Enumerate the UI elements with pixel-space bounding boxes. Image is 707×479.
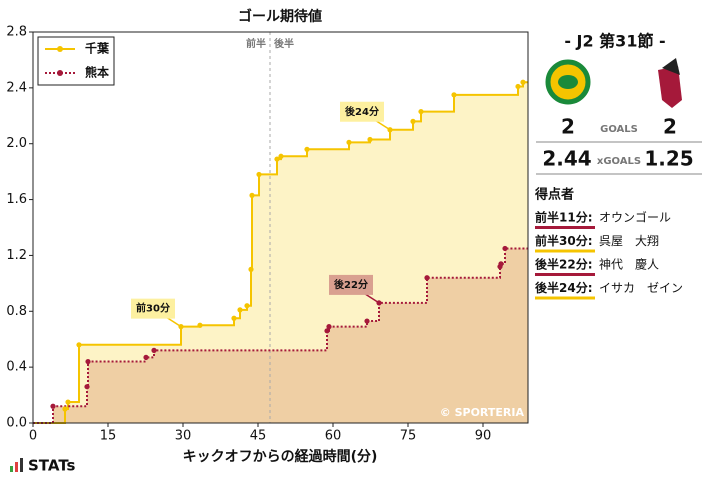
x-tick-label: 30 <box>175 429 192 444</box>
x-tick-label: 15 <box>100 429 117 444</box>
point <box>85 358 91 365</box>
point <box>50 403 56 409</box>
point <box>498 261 504 267</box>
chart-title: ゴール期待値 <box>238 8 322 25</box>
point <box>326 324 332 330</box>
x-tick-label: 90 <box>475 429 492 444</box>
scorer-time: 後半24分: <box>535 280 593 295</box>
area <box>33 248 528 423</box>
x-tick-label: 75 <box>400 429 417 444</box>
annotation: 後22分 <box>334 278 368 291</box>
point <box>367 136 373 143</box>
scorer-name: イサカ ゼイン <box>599 281 683 295</box>
y-tick-label: 1.6 <box>6 192 27 207</box>
xg-label: xGOALS <box>597 156 641 167</box>
scorer-underline <box>535 249 595 253</box>
legend-label: 熊本 <box>85 65 109 80</box>
point <box>151 347 157 353</box>
point <box>197 322 203 328</box>
point <box>256 171 262 178</box>
y-tick-label: 0.0 <box>6 416 27 431</box>
away-logo <box>658 58 682 108</box>
annotation: 後24分 <box>345 105 379 118</box>
point <box>237 307 243 313</box>
y-tick-label: 2.4 <box>6 80 27 95</box>
legend-label: 千葉 <box>85 41 110 56</box>
brand-name: STATs <box>28 457 76 475</box>
x-tick-label: 0 <box>29 429 37 444</box>
scorer-time: 後半22分: <box>535 257 593 272</box>
point <box>274 156 280 162</box>
point <box>418 108 424 115</box>
point <box>364 318 370 324</box>
annotation-box <box>131 298 175 319</box>
scorer-name: オウンゴール <box>599 210 671 225</box>
home-xg: 2.44 <box>542 147 591 171</box>
home-logo <box>545 59 591 105</box>
half-label: 後半 <box>274 37 294 50</box>
y-tick-label: 2.0 <box>6 136 27 151</box>
point <box>143 354 149 360</box>
point <box>76 342 82 348</box>
x-tick-label: 60 <box>325 429 342 444</box>
legend-marker <box>57 70 63 76</box>
point <box>248 266 254 272</box>
right-panel: - J2 第31節 - 2 GOALS 2 2.44 xGOALS 1.25 得… <box>534 32 702 203</box>
scorer-time: 前半11分: <box>535 210 593 225</box>
point <box>324 328 330 334</box>
annotation-box <box>329 274 373 295</box>
brand: STATs <box>10 457 76 475</box>
point <box>424 275 430 281</box>
scorer-underline <box>535 273 595 276</box>
scorer-name: 呉屋 大翔 <box>599 234 659 248</box>
y-tick-label: 1.2 <box>6 248 27 263</box>
plot-frame <box>32 31 529 424</box>
y-tick-label: 0.4 <box>6 360 27 375</box>
point <box>278 153 284 159</box>
x-tick-label: 45 <box>250 429 267 444</box>
point <box>249 192 255 198</box>
point <box>515 83 521 90</box>
point <box>65 399 71 405</box>
step-line <box>33 81 528 424</box>
credit: © SPORTERIA <box>440 406 525 419</box>
point <box>451 92 457 98</box>
goals-label: GOALS <box>600 124 638 135</box>
scorers-title: 得点者 <box>534 187 574 203</box>
half-label: 前半 <box>246 37 266 50</box>
round: - J2 第31節 - <box>564 32 665 51</box>
point <box>410 118 416 124</box>
scorer-underline <box>535 226 595 229</box>
point <box>346 139 352 145</box>
point <box>84 384 90 390</box>
scorer-name: 神代 慶人 <box>599 258 659 272</box>
point <box>62 406 68 412</box>
away-xg: 1.25 <box>644 147 693 171</box>
annotation: 前30分 <box>136 302 170 315</box>
point <box>304 146 310 152</box>
y-tick-label: 2.8 <box>6 25 27 40</box>
x-axis-label: キックオフからの経過時間(分) <box>183 448 378 465</box>
point <box>231 315 237 321</box>
y-tick-label: 0.8 <box>6 304 27 319</box>
legend-marker <box>57 46 63 52</box>
home-goals: 2 <box>561 115 575 139</box>
point <box>502 245 508 252</box>
point <box>244 303 250 309</box>
scorer-time: 前半30分: <box>535 233 593 248</box>
point <box>520 79 526 85</box>
scorer-underline <box>535 296 595 300</box>
legend-box <box>37 36 115 86</box>
annotation-box <box>340 101 384 122</box>
away-goals: 2 <box>663 115 677 139</box>
